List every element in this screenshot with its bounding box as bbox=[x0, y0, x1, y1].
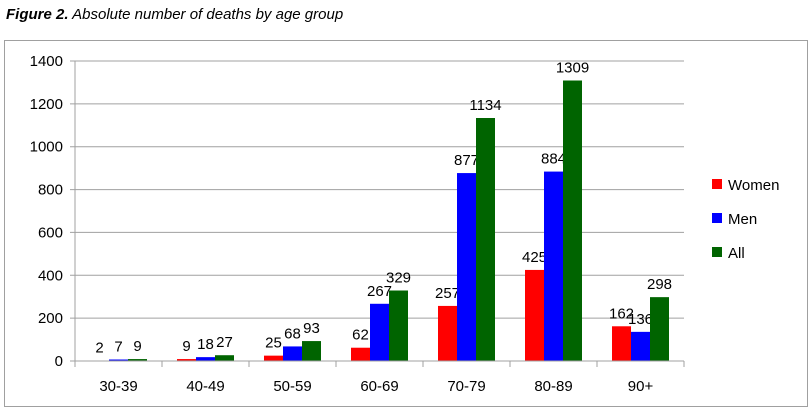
x-tick-label: 60-69 bbox=[360, 378, 398, 395]
bar-all bbox=[650, 297, 669, 361]
legend-label-women: Women bbox=[728, 177, 779, 194]
bar-all bbox=[215, 355, 234, 361]
bar-women bbox=[177, 359, 196, 361]
data-label: 298 bbox=[647, 276, 672, 293]
x-tick-label: 80-89 bbox=[534, 378, 572, 395]
data-label: 25 bbox=[265, 335, 282, 352]
x-tick-label: 70-79 bbox=[447, 378, 485, 395]
data-label: 162 bbox=[609, 305, 634, 322]
bar-women bbox=[438, 305, 457, 361]
legend-swatch-all bbox=[712, 247, 722, 257]
data-label: 27 bbox=[216, 334, 233, 351]
bar-men bbox=[544, 171, 563, 361]
data-label: 2 bbox=[95, 340, 103, 357]
data-label: 9 bbox=[182, 338, 190, 355]
y-tick-label: 0 bbox=[55, 353, 63, 370]
legend-swatch-men bbox=[712, 213, 722, 223]
bar-women bbox=[612, 326, 631, 361]
x-tick-label: 90+ bbox=[628, 378, 654, 395]
bar-men bbox=[283, 346, 302, 361]
legend-label-men: Men bbox=[728, 211, 757, 228]
data-label: 136 bbox=[628, 311, 653, 328]
data-label: 1134 bbox=[469, 97, 501, 114]
bar-men bbox=[370, 303, 389, 361]
y-tick-label: 600 bbox=[38, 224, 63, 241]
y-tick-label: 800 bbox=[38, 182, 63, 199]
legend-swatch-women bbox=[712, 179, 722, 189]
y-tick-label: 1200 bbox=[30, 96, 63, 113]
figure-label: Figure 2. bbox=[6, 6, 69, 23]
data-label: 425 bbox=[522, 249, 547, 266]
data-label: 93 bbox=[303, 320, 320, 337]
data-label: 62 bbox=[352, 327, 369, 344]
data-label: 267 bbox=[367, 283, 392, 300]
bar-all bbox=[302, 341, 321, 361]
bar-all bbox=[476, 118, 495, 361]
data-label: 329 bbox=[386, 270, 411, 287]
data-label: 18 bbox=[197, 336, 214, 353]
bar-men bbox=[109, 359, 128, 361]
bar-women bbox=[525, 269, 544, 361]
figure-title: Absolute number of deaths by age group bbox=[72, 6, 344, 23]
bar-women bbox=[264, 355, 283, 361]
bar-all bbox=[563, 80, 582, 361]
bar-men bbox=[457, 173, 476, 361]
legend-label-all: All bbox=[728, 245, 745, 262]
data-label: 1309 bbox=[556, 60, 589, 77]
bar-all bbox=[128, 359, 147, 361]
bar-men bbox=[196, 357, 215, 361]
x-tick-label: 30-39 bbox=[99, 378, 137, 395]
bar-women bbox=[351, 347, 370, 361]
data-label: 877 bbox=[454, 152, 479, 169]
data-label: 884 bbox=[541, 151, 566, 168]
x-tick-label: 40-49 bbox=[186, 378, 224, 395]
y-tick-label: 1000 bbox=[30, 139, 63, 156]
bar-men bbox=[631, 331, 650, 361]
figure-caption: Figure 2. Absolute number of deaths by a… bbox=[6, 6, 343, 23]
y-tick-label: 400 bbox=[38, 267, 63, 284]
y-tick-label: 200 bbox=[38, 310, 63, 327]
x-tick-label: 50-59 bbox=[273, 378, 311, 395]
data-label: 7 bbox=[114, 339, 122, 356]
data-label: 257 bbox=[435, 285, 460, 302]
chart-frame bbox=[4, 40, 808, 407]
data-label: 9 bbox=[133, 338, 141, 355]
bar-all bbox=[389, 290, 408, 361]
y-tick-label: 1400 bbox=[30, 53, 63, 70]
data-label: 68 bbox=[284, 325, 301, 342]
